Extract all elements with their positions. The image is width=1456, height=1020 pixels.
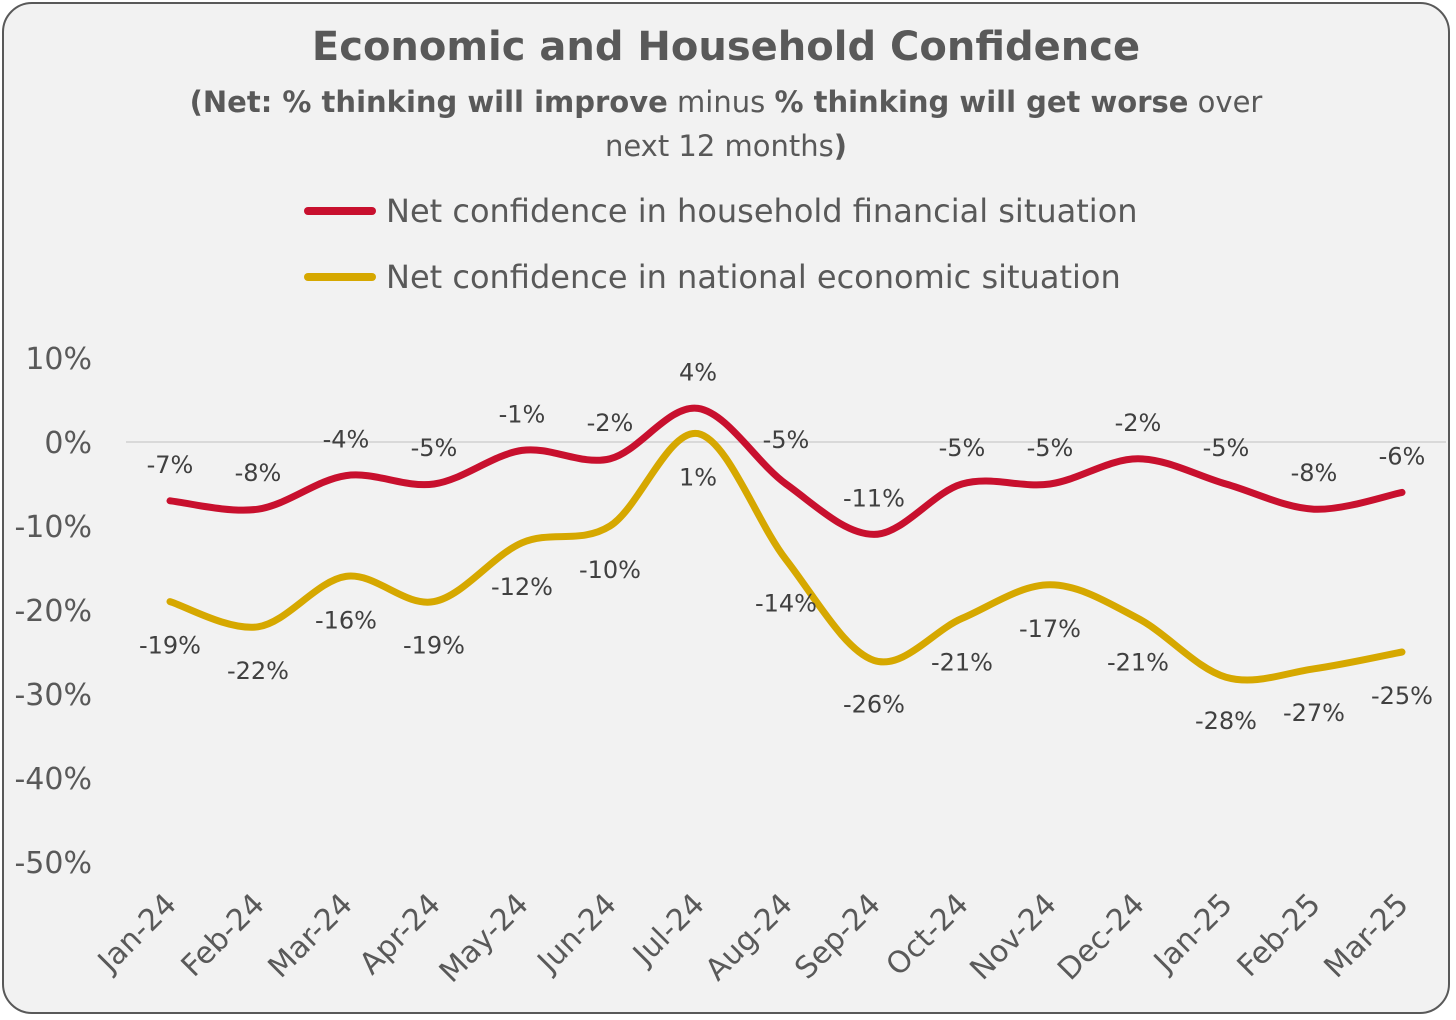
data-label-household: -5% <box>939 434 986 462</box>
legend-item-household: Net confidence in household financial si… <box>304 192 1138 230</box>
x-tick-label: Aug-24 <box>699 887 800 988</box>
data-label-household: -11% <box>843 484 905 512</box>
y-tick-label: -50% <box>14 846 92 881</box>
data-label-household: -8% <box>1291 459 1338 487</box>
x-tick-label: Jun-24 <box>530 887 624 981</box>
legend-label-household: Net confidence in household financial si… <box>386 192 1138 230</box>
legend-swatch-national <box>304 273 376 281</box>
data-label-national: -14% <box>755 590 817 618</box>
x-tick-label: Sep-24 <box>788 887 887 986</box>
x-tick-label: Feb-25 <box>1231 887 1328 984</box>
data-label-national: -28% <box>1195 707 1257 735</box>
legend-label-national: Net confidence in national economic situ… <box>386 258 1121 296</box>
x-tick-label: Nov-24 <box>963 887 1063 987</box>
x-tick-label: Oct-24 <box>880 887 976 983</box>
x-tick-label: Feb-24 <box>175 887 272 984</box>
data-label-national: -27% <box>1283 699 1345 727</box>
data-label-national: -10% <box>579 556 641 584</box>
data-label-national: -17% <box>1019 615 1081 643</box>
data-label-household: 4% <box>679 358 717 386</box>
x-tick-label: Mar-25 <box>1318 887 1416 985</box>
subtitle-part-minus: minus <box>667 85 775 119</box>
data-label-national: -12% <box>491 573 553 601</box>
data-label-national: -21% <box>1107 648 1169 676</box>
data-label-household: -5% <box>763 426 810 454</box>
y-tick-label: -40% <box>14 762 92 797</box>
x-tick-label: Jan-25 <box>1146 887 1240 981</box>
subtitle-part-period: over next 12 months <box>604 85 1263 163</box>
chart-title: Economic and Household Confidence <box>311 24 1141 70</box>
subtitle-part-worse: % thinking will get worse <box>774 85 1189 119</box>
x-tick-label: Jan-24 <box>90 887 184 981</box>
series-line-national <box>166 430 1406 684</box>
data-label-household: -5% <box>411 434 458 462</box>
data-label-household: -2% <box>1115 409 1162 437</box>
data-label-national: -22% <box>227 657 289 685</box>
data-label-household: -5% <box>1027 434 1074 462</box>
data-label-household: -5% <box>1203 434 1250 462</box>
y-tick-label: 10% <box>25 342 92 377</box>
subtitle-part-close: ) <box>833 129 848 163</box>
data-label-national: -19% <box>403 632 465 660</box>
data-label-household: -7% <box>147 451 194 479</box>
subtitle-part-improve: (Net: % thinking will improve <box>189 85 668 119</box>
y-tick-label: 0% <box>44 426 92 461</box>
legend-item-national: Net confidence in national economic situ… <box>304 258 1121 296</box>
data-label-household: -1% <box>499 400 546 428</box>
data-label-household: -8% <box>235 459 282 487</box>
legend-swatch-household <box>304 207 376 215</box>
y-tick-label: -10% <box>14 510 92 545</box>
chart-subtitle: (Net: % thinking will improve minus % th… <box>180 80 1272 168</box>
y-tick-label: -20% <box>14 594 92 629</box>
data-label-national: -21% <box>931 648 993 676</box>
data-label-household: -6% <box>1379 442 1426 470</box>
data-label-national: -19% <box>139 632 201 660</box>
x-tick-label: Apr-24 <box>353 887 448 982</box>
x-tick-label: Jul-24 <box>625 887 711 973</box>
data-label-national: -26% <box>843 690 905 718</box>
x-tick-label: Dec-24 <box>1051 887 1151 987</box>
series-line-household <box>166 404 1406 538</box>
x-tick-label: Mar-24 <box>262 887 360 985</box>
data-label-national: -16% <box>315 606 377 634</box>
data-label-national: 1% <box>679 464 717 492</box>
data-label-national: -25% <box>1371 682 1433 710</box>
data-label-household: -2% <box>587 409 634 437</box>
data-label-household: -4% <box>323 426 370 454</box>
x-tick-label: May-24 <box>433 887 536 990</box>
y-tick-label: -30% <box>14 678 92 713</box>
